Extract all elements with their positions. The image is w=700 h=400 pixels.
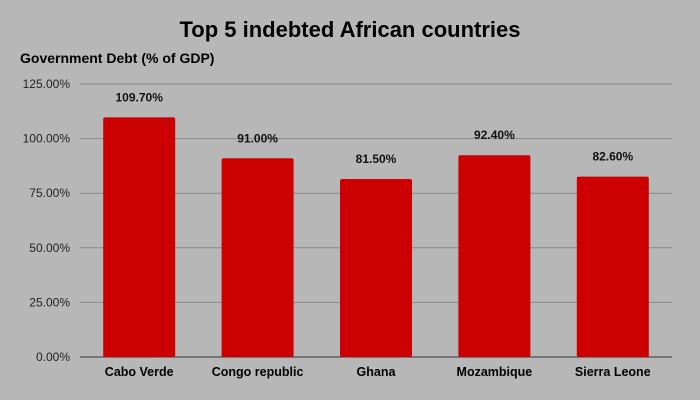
y-tick-label: 125.00% (23, 77, 71, 91)
x-category-label: Ghana (357, 365, 397, 379)
chart-title: Top 5 indebted African countries (179, 17, 520, 42)
y-tick-label: 50.00% (29, 241, 70, 255)
x-category-label: Mozambique (457, 365, 533, 379)
y-tick-label: 100.00% (23, 132, 71, 146)
y-axis-label: Government Debt (% of GDP) (20, 50, 214, 66)
x-category-label: Sierra Leone (575, 365, 651, 379)
bar-data-label: 82.60% (592, 150, 633, 164)
data-labels: 109.70% 91.00% 81.50% 92.40% 82.60% (116, 90, 634, 166)
bar-data-label: 91.00% (237, 131, 278, 145)
y-axis-ticks: 0.00% 25.00% 50.00% 75.00% 100.00% 125.00% (23, 77, 71, 364)
bar (103, 117, 176, 358)
y-tick-label: 25.00% (29, 295, 70, 309)
x-axis-categories: Cabo Verde Congo republic Ghana Mozambique S… (105, 365, 651, 379)
bar-data-label: 109.70% (116, 90, 164, 104)
x-category-label: Congo republic (212, 365, 304, 379)
bar (340, 179, 412, 357)
bar (221, 158, 294, 357)
bar-data-label: 92.40% (474, 128, 515, 142)
y-tick-label: 75.00% (29, 186, 70, 200)
bar (458, 155, 531, 357)
bar (576, 176, 649, 357)
bars (103, 117, 649, 358)
bar-data-label: 81.50% (356, 152, 397, 166)
x-category-label: Cabo Verde (105, 365, 174, 379)
y-tick-label: 0.00% (36, 350, 70, 364)
